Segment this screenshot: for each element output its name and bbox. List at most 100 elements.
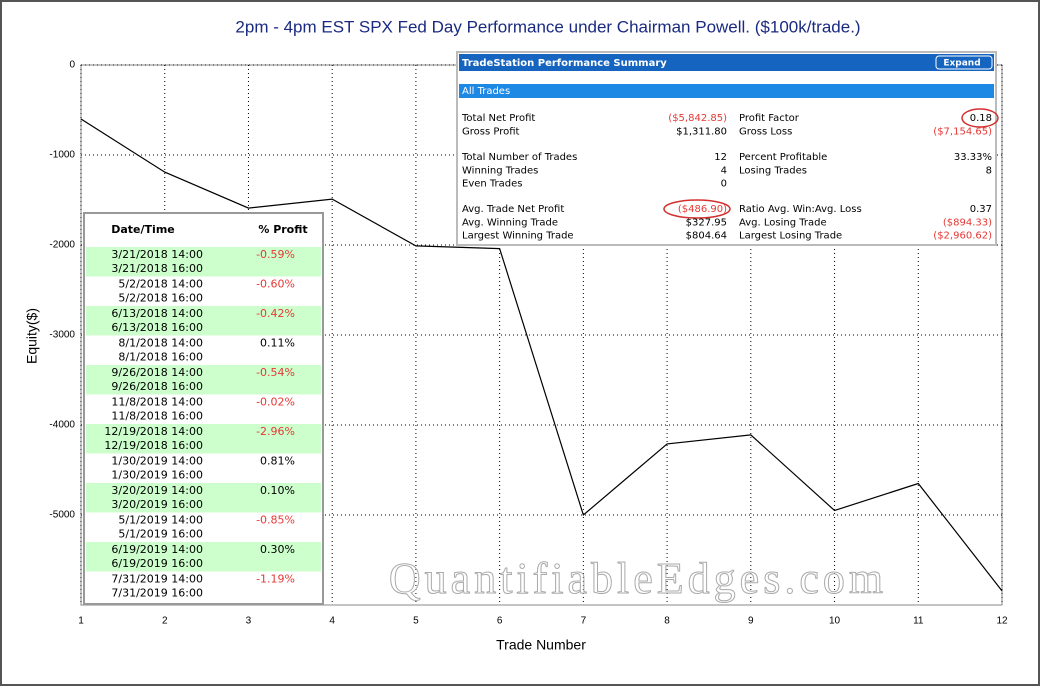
trade-close: 7/31/2019 16:00 (111, 587, 203, 600)
trade-open: 5/1/2019 14:00 (118, 514, 203, 527)
y-tick-label: -3000 (49, 330, 75, 341)
trade-profit: 0.10% (260, 484, 295, 497)
trade-close: 3/21/2018 16:00 (111, 262, 203, 275)
trade-open: 8/1/2018 14:00 (118, 337, 203, 350)
metric-value: ($7,154.65) (933, 126, 992, 137)
metric-value: 0.18 (970, 113, 992, 124)
metric-label: Winning Trades (462, 165, 538, 176)
x-tick-label: 5 (413, 616, 419, 627)
watermark: QuantifiableEdges.com (389, 554, 887, 603)
highlight-circle (663, 199, 731, 219)
tab-label[interactable]: All Trades (462, 86, 510, 97)
x-tick-label: 2 (162, 616, 168, 627)
row-background (86, 542, 321, 572)
x-tick-label: 3 (246, 616, 252, 627)
trade-profit: -0.42% (256, 307, 295, 320)
trade-close: 12/19/2018 16:00 (104, 439, 203, 452)
metric-label: Gross Profit (462, 126, 520, 137)
y-tick-label: 0 (69, 60, 75, 71)
trade-profit: -1.19% (256, 573, 295, 586)
metric-label: Total Net Profit (461, 113, 535, 124)
x-tick-label: 8 (664, 616, 670, 627)
trade-profit: 0.11% (260, 337, 295, 350)
column-header: Date/Time (111, 223, 175, 236)
trade-profit: -0.59% (256, 248, 295, 261)
trade-open: 5/2/2018 14:00 (118, 278, 203, 291)
trade-open: 1/30/2019 14:00 (111, 455, 203, 468)
x-axis-label: Trade Number (496, 637, 586, 653)
trade-open: 9/26/2018 14:00 (111, 366, 203, 379)
expand-button-label[interactable]: Expand (943, 59, 980, 69)
x-tick-label: 12 (996, 616, 1008, 627)
trade-close: 8/1/2018 16:00 (118, 351, 203, 364)
summary-box (456, 51, 997, 246)
row-background (86, 306, 321, 336)
highlight-circle (961, 108, 999, 128)
metric-label: Avg. Trade Net Profit (462, 204, 564, 215)
metric-value: 4 (721, 165, 727, 176)
metric-value: $1,311.80 (676, 126, 727, 137)
metric-label: Avg. Winning Trade (462, 217, 558, 228)
metric-label: Ratio Avg. Win:Avg. Loss (739, 204, 862, 215)
x-tick-label: 9 (748, 616, 754, 627)
metric-value: 0.37 (970, 204, 992, 215)
trade-profit: -0.85% (256, 514, 295, 527)
x-tick-label: 10 (829, 616, 841, 627)
metric-value: ($486.90) (678, 204, 727, 215)
y-tick-label: -5000 (49, 510, 75, 521)
metric-value: 8 (986, 165, 992, 176)
row-background (86, 247, 321, 277)
summary-header (459, 54, 994, 71)
metric-value: ($2,960.62) (933, 231, 992, 242)
row-background (86, 365, 321, 395)
trade-profit: -0.02% (256, 396, 295, 409)
trade-close: 5/2/2018 16:00 (118, 292, 203, 305)
trade-open: 11/8/2018 14:00 (111, 396, 203, 409)
trade-list-box (83, 212, 324, 605)
y-tick-label: -4000 (49, 420, 75, 431)
equity-line (80, 118, 1003, 592)
metric-label: Percent Profitable (739, 152, 827, 163)
x-tick-label: 11 (913, 616, 924, 627)
metric-label: Largest Losing Trade (739, 231, 842, 242)
x-tick-label: 4 (329, 616, 335, 627)
row-background (86, 483, 321, 513)
trade-open: 12/19/2018 14:00 (104, 425, 203, 438)
trade-close: 3/20/2019 16:00 (111, 498, 203, 511)
trade-list: Date/Time % Profit 3/21/2018 14:003/21/201… (83, 212, 324, 605)
metric-value: 0 (721, 179, 727, 190)
trade-open: 3/21/2018 14:00 (111, 248, 203, 261)
metric-label: Gross Loss (739, 126, 792, 137)
trade-close: 11/8/2018 16:00 (111, 410, 203, 423)
x-tick-label: 1 (78, 616, 84, 627)
trade-profit: -0.60% (256, 278, 295, 291)
summary-title: TradeStation Performance Summary (462, 58, 667, 69)
metric-label: Even Trades (462, 179, 523, 190)
metric-label: Largest Winning Trade (462, 231, 574, 242)
trade-close: 9/26/2018 16:00 (111, 380, 203, 393)
metric-label: Losing Trades (739, 165, 807, 176)
trade-close: 6/19/2019 16:00 (111, 557, 203, 570)
trade-profit: -2.96% (256, 425, 295, 438)
trade-profit: 0.81% (260, 455, 295, 468)
trade-open: 3/20/2019 14:00 (111, 484, 203, 497)
tab-bar (459, 84, 994, 98)
y-axis-label: Equity($) (24, 308, 40, 364)
trade-close: 1/30/2019 16:00 (111, 469, 203, 482)
metric-label: Avg. Losing Trade (739, 217, 827, 228)
row-background (86, 424, 321, 454)
expand-button[interactable] (935, 55, 993, 70)
metric-value: ($5,842.85) (668, 113, 727, 124)
metric-value: ($894.33) (943, 217, 992, 228)
metric-value: 12 (714, 152, 727, 163)
trade-open: 6/13/2018 14:00 (111, 307, 203, 320)
trade-profit: 0.30% (260, 543, 295, 556)
trade-open: 6/19/2019 14:00 (111, 543, 203, 556)
x-tick-label: 7 (581, 616, 587, 627)
trade-close: 5/1/2019 16:00 (118, 528, 203, 541)
trade-open: 7/31/2019 14:00 (111, 573, 203, 586)
metric-value: $327.95 (686, 217, 727, 228)
trade-close: 6/13/2018 16:00 (111, 321, 203, 334)
y-tick-label: -2000 (49, 240, 75, 251)
